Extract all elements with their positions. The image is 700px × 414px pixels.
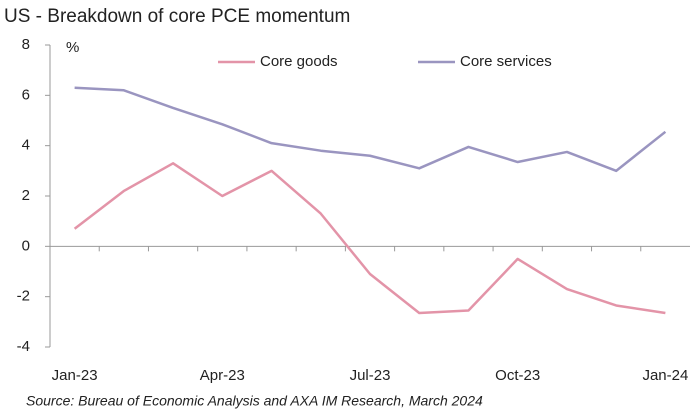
- x-tick-label: Jul-23: [350, 367, 391, 384]
- y-tick-label: 6: [22, 86, 30, 103]
- y-tick-label: -2: [17, 288, 30, 305]
- chart-title: US - Breakdown of core PCE momentum: [4, 6, 350, 27]
- y-tick-label: 8: [22, 36, 30, 53]
- source: Source: Bureau of Economic Analysis and …: [26, 393, 483, 409]
- y-tick-label: 4: [22, 137, 30, 154]
- x-tick-label: Apr-23: [200, 367, 245, 384]
- x-tick-label: Jan-24: [642, 367, 688, 384]
- y-tick-label: 0: [22, 237, 30, 254]
- legend-label: Core services: [460, 53, 552, 70]
- y-axis-label: %: [66, 39, 79, 56]
- legend-label: Core goods: [260, 53, 338, 70]
- x-tick-label: Oct-23: [495, 367, 540, 384]
- series-line: [73, 162, 666, 315]
- y-tick-label: -4: [17, 338, 30, 355]
- x-tick-label: Jan-23: [52, 367, 98, 384]
- y-tick-label: 2: [22, 187, 30, 204]
- series-line: [74, 86, 667, 173]
